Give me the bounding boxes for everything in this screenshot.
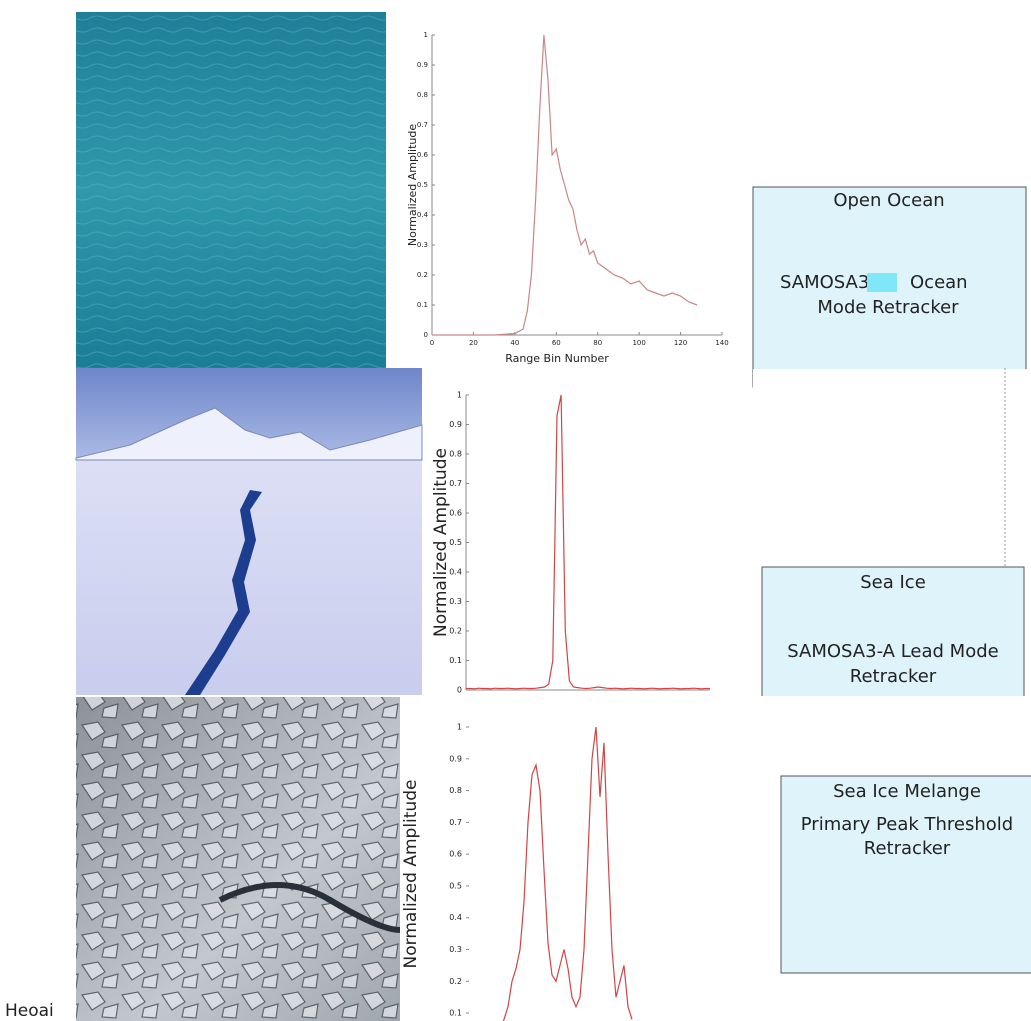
y-tick-label: 0.9 [449, 754, 462, 763]
y-tick-label: 1 [457, 391, 462, 400]
box-text: SAMOSA3 [780, 272, 869, 293]
box-text: SAMOSA3-A Lead Mode [787, 641, 998, 662]
caption: Heoai [5, 1001, 54, 1021]
y-axis-label: Normalized Amplitude [401, 780, 421, 969]
y-tick-label: 0.5 [449, 538, 462, 547]
x-tick-label: 120 [674, 339, 687, 347]
box-text: Ocean [910, 272, 968, 293]
ocean-texture [76, 12, 386, 368]
y-tick-label: 0.7 [449, 818, 462, 827]
box-text: Mode Retracker [817, 297, 959, 318]
y-tick-label: 0.5 [449, 881, 462, 890]
y-tick-label: 0.4 [449, 568, 462, 577]
melange-box [781, 776, 1031, 973]
box-title: Open Ocean [833, 190, 944, 211]
y-tick-label: 0.1 [449, 656, 462, 665]
y-tick-label: 0.2 [449, 627, 462, 636]
y-axis-label: Normalized Amplitude [431, 448, 451, 637]
x-axis-label: Range Bin Number [505, 352, 609, 365]
y-tick-label: 0.1 [449, 1009, 462, 1018]
box-title: Sea Ice Melange [833, 781, 981, 802]
waveform-line [432, 35, 697, 335]
y-tick-label: 0.9 [449, 420, 462, 429]
box-mask [753, 369, 1027, 389]
y-tick-label: 0.6 [449, 850, 462, 859]
highlight [867, 273, 897, 292]
y-tick-label: 0.6 [449, 509, 462, 518]
floe-texture [76, 697, 400, 1021]
x-tick-label: 0 [430, 339, 434, 347]
y-tick-label: 0.9 [417, 61, 428, 69]
box-text: Primary Peak Threshold [801, 814, 1013, 835]
y-tick-label: 0.2 [417, 271, 428, 279]
y-tick-label: 0.2 [449, 977, 462, 986]
box-title: Sea Ice [860, 572, 926, 593]
box-mask [760, 696, 1030, 710]
y-tick-label: 1 [457, 723, 462, 732]
y-tick-label: 0.3 [449, 945, 462, 954]
x-tick-label: 100 [632, 339, 645, 347]
y-tick-label: 0 [424, 331, 428, 339]
y-tick-label: 0.3 [449, 597, 462, 606]
y-axis-label: Normalized Amplitude [406, 124, 419, 246]
y-tick-label: 0 [457, 686, 462, 695]
y-tick-label: 0.4 [449, 913, 462, 922]
waveform-line [500, 727, 632, 1021]
y-tick-label: 0.7 [449, 479, 462, 488]
y-tick-label: 0.8 [417, 91, 428, 99]
y-tick-label: 1 [424, 31, 428, 39]
box-text: Retracker [850, 666, 937, 687]
x-tick-label: 140 [715, 339, 728, 347]
page: Open Ocean SAMOSA3 Ocean Mode Retracker … [0, 0, 1031, 1021]
box-text: Retracker [864, 838, 951, 859]
waveform-line [466, 395, 710, 689]
x-tick-label: 20 [469, 339, 478, 347]
x-tick-label: 60 [552, 339, 561, 347]
figure: Open Ocean SAMOSA3 Ocean Mode Retracker … [0, 0, 1031, 1021]
y-tick-label: 0.1 [417, 301, 428, 309]
y-tick-label: 0.8 [449, 450, 462, 459]
y-tick-label: 0.8 [449, 786, 462, 795]
x-tick-label: 80 [593, 339, 602, 347]
x-tick-label: 40 [510, 339, 519, 347]
